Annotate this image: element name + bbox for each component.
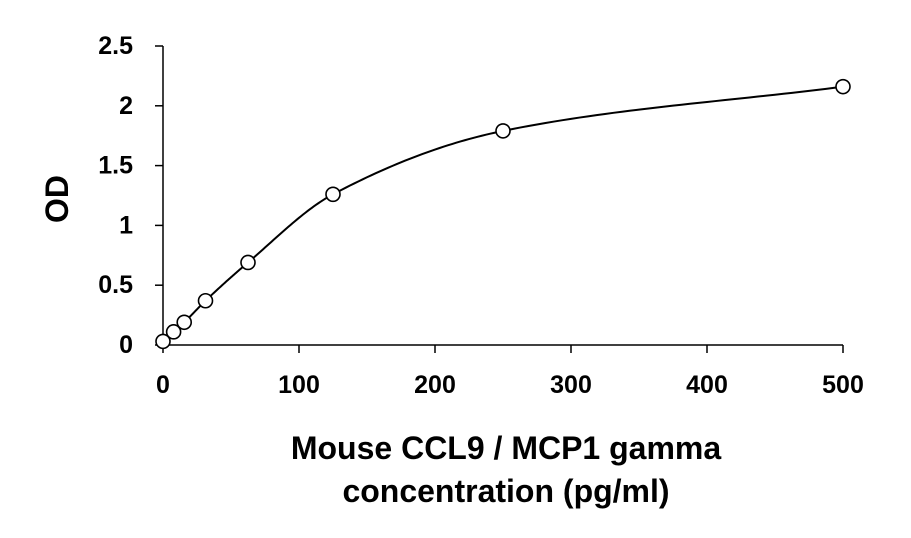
y-tick-label: 0.5 xyxy=(98,271,133,299)
y-tick-label: 0 xyxy=(119,331,133,359)
data-point xyxy=(197,292,214,309)
data-points-layer xyxy=(155,78,851,350)
data-point xyxy=(495,123,511,139)
x-axis-title-line-1: Mouse CCL9 / MCP1 gamma xyxy=(291,430,722,466)
y-tick-label: 2.5 xyxy=(98,32,133,60)
data-point xyxy=(155,333,171,350)
x-tick-label: 200 xyxy=(414,371,456,399)
axes xyxy=(155,45,844,353)
data-point xyxy=(165,324,182,340)
x-tick-label: 300 xyxy=(550,371,592,399)
tick-labels-layer: 0 0.5 1 1.5 2 2.5 0 100 200 300 400 500 xyxy=(98,32,864,399)
x-axis-title-line-2: concentration (pg/ml) xyxy=(342,473,669,509)
x-tick-label: 400 xyxy=(686,371,728,399)
x-tick-label: 100 xyxy=(278,371,320,399)
y-tick-label: 1.5 xyxy=(98,152,133,180)
x-tick-label: 0 xyxy=(156,371,170,399)
x-tick-label: 500 xyxy=(822,371,864,399)
data-point xyxy=(325,186,341,203)
y-tick-label: 1 xyxy=(119,211,133,239)
y-tick-label: 2 xyxy=(119,92,133,120)
y-axis-title: OD xyxy=(39,175,75,223)
data-point xyxy=(240,254,256,271)
data-point xyxy=(176,314,193,331)
data-point xyxy=(835,78,851,95)
